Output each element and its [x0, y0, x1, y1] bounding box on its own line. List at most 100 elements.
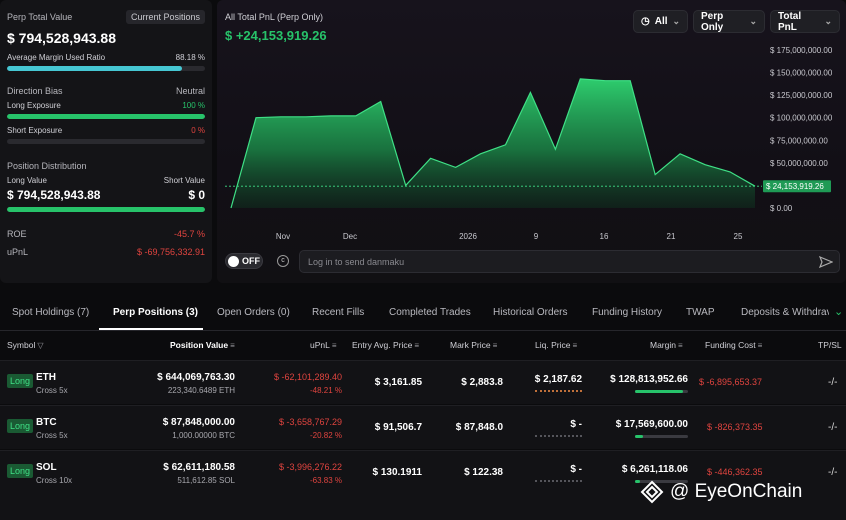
chevron-down-icon[interactable]: ⌄ — [834, 306, 844, 318]
roe-value: -45.7 % — [173, 229, 205, 239]
tab-historical-orders[interactable]: Historical Orders — [493, 307, 568, 318]
summary-panel: Perp Total Value Current Positions $ 794… — [0, 0, 212, 283]
send-icon[interactable] — [819, 256, 833, 268]
leverage-mode: Cross 10x — [36, 476, 73, 485]
long-exposure-fill — [7, 114, 205, 119]
symbol[interactable]: ETH — [36, 372, 56, 383]
col-mark-label: Mark Price — [450, 340, 491, 350]
sort-icon[interactable]: ≡ — [757, 341, 763, 350]
total-pnl-select[interactable]: Total PnL ⌄ — [770, 10, 840, 33]
upnl-value: $ -69,756,332.91 — [136, 247, 205, 257]
sort-icon[interactable]: ≡ — [414, 341, 419, 350]
long-value-label: Long Value — [7, 176, 47, 185]
sort-icon[interactable]: ≡ — [572, 341, 578, 350]
chevron-down-icon: ⌄ — [824, 16, 832, 26]
margin-gauge-fill — [635, 480, 641, 483]
avg-margin-fill — [7, 66, 182, 71]
tpsl[interactable]: -/- — [828, 467, 838, 478]
chart-pnl-value: $ +24,153,919.26 — [225, 28, 327, 43]
tab-recent-fills[interactable]: Recent Fills — [312, 307, 365, 318]
margin: $ 17,569,600.00 — [615, 419, 688, 430]
eyeonchain-logo-icon — [640, 480, 664, 504]
tab-twap[interactable]: TWAP — [686, 307, 715, 318]
danmaku-toggle[interactable]: OFF — [225, 253, 263, 269]
x-tick-label: 25 — [734, 232, 743, 241]
tpsl[interactable]: -/- — [828, 422, 838, 433]
tab-spot-holdings[interactable]: Spot Holdings (7) — [12, 307, 90, 318]
short-exposure-bar — [7, 139, 205, 144]
distribution-fill — [7, 207, 205, 212]
current-value-label-bg — [763, 180, 831, 193]
chart-title: All Total PnL (Perp Only) — [225, 12, 324, 22]
perp-only-select[interactable]: Perp Only ⌄ — [693, 10, 765, 33]
side-badge: Long — [7, 374, 34, 388]
y-tick-label: $ 100,000,000.00 — [770, 114, 833, 123]
symbol[interactable]: BTC — [36, 417, 57, 428]
mark-price: $ 87,848.0 — [455, 422, 503, 433]
table-row[interactable]: Long ETH Cross 5x $ 644,069,763.30 223,3… — [0, 360, 846, 404]
position-value: $ 62,611,180.58 — [163, 462, 235, 473]
danmaku-input[interactable]: Log in to send danmaku — [299, 250, 840, 273]
danmaku-settings-icon[interactable]: c — [277, 255, 289, 267]
entry-price: $ 3,161.85 — [374, 377, 422, 388]
positions-tabs: Spot Holdings (7) Perp Positions (3) Ope… — [0, 297, 846, 331]
direction-bias-label: Direction Bias — [7, 86, 63, 96]
upnl-percent: -63.83 % — [309, 476, 342, 485]
filter-icon[interactable]: ▽ — [37, 341, 44, 350]
tab-open-orders[interactable]: Open Orders (0) — [217, 307, 290, 318]
long-exposure-label: Long Exposure — [7, 101, 61, 110]
col-mark[interactable]: Mark Price ≡ — [450, 340, 497, 350]
col-liq-label: Liq. Price — [535, 340, 571, 350]
col-margin[interactable]: Margin ≡ — [650, 340, 683, 350]
short-exposure-label: Short Exposure — [7, 126, 63, 135]
tab-deposits-withdrawals[interactable]: Deposits & Withdrav — [741, 307, 829, 318]
col-symbol[interactable]: Symbol ▽ — [7, 340, 44, 350]
col-upnl[interactable]: uPnL ≡ — [310, 340, 337, 350]
sort-icon[interactable]: ≡ — [677, 341, 683, 350]
tab-perp-positions[interactable]: Perp Positions (3) — [113, 307, 199, 318]
y-tick-label: $ 125,000,000.00 — [770, 91, 833, 100]
tab-funding-history[interactable]: Funding History — [592, 307, 663, 318]
table-row[interactable]: Long BTC Cross 5x $ 87,848,000.00 1,000.… — [0, 405, 846, 449]
col-entry[interactable]: Entry Avg. Price ≡ — [352, 340, 419, 350]
col-funding[interactable]: Funding Cost ≡ — [705, 340, 762, 350]
x-tick-label: Dec — [343, 232, 357, 241]
danmaku-placeholder: Log in to send danmaku — [308, 257, 405, 267]
upnl-percent: -20.82 % — [309, 431, 342, 440]
sort-icon[interactable]: ≡ — [492, 341, 498, 350]
upnl: $ -3,996,276.22 — [278, 462, 342, 472]
liq-price: $ 2,187.62 — [534, 374, 582, 385]
current-value-label: $ 24,153,919.26 — [766, 182, 824, 191]
position-qty: 223,340.6489 ETH — [167, 386, 235, 395]
upnl: $ -62,101,289.40 — [273, 372, 342, 382]
y-tick-label: $ 75,000,000.00 — [770, 136, 828, 145]
tab-completed-trades[interactable]: Completed Trades — [389, 307, 471, 318]
active-tab-indicator — [99, 328, 203, 330]
sort-icon[interactable]: ≡ — [230, 341, 235, 350]
symbol[interactable]: SOL — [36, 462, 57, 473]
margin-gauge — [635, 435, 688, 438]
col-position-value[interactable]: Position Value ≡ — [170, 340, 235, 350]
mark-price: $ 122.38 — [464, 467, 503, 478]
tpsl[interactable]: -/- — [828, 377, 838, 388]
y-tick-label: $ 0.00 — [770, 204, 793, 213]
range-select[interactable]: ◷ All ⌄ — [633, 10, 688, 33]
position-distribution-label: Position Distribution — [7, 161, 87, 171]
roe-label: ROE — [7, 229, 27, 239]
margin-gauge — [635, 390, 688, 393]
long-exposure-bar — [7, 114, 205, 119]
table-row[interactable]: Long SOL Cross 10x $ 62,611,180.58 511,6… — [0, 450, 846, 520]
side-badge: Long — [7, 464, 34, 478]
perp-total-label: Perp Total Value — [7, 12, 73, 22]
leverage-mode: Cross 5x — [36, 431, 68, 440]
sort-icon[interactable]: ≡ — [331, 341, 337, 350]
pnl-chart: $ 175,000,000.00 $ 150,000,000.00 $ 125,00… — [225, 46, 833, 241]
leverage-mode: Cross 5x — [36, 386, 68, 395]
col-liq[interactable]: Liq. Price ≡ — [535, 340, 577, 350]
position-qty: 511,612.85 SOL — [177, 476, 235, 485]
current-positions-button[interactable]: Current Positions — [125, 10, 205, 24]
x-tick-label: 21 — [667, 232, 676, 241]
range-select-label: All — [654, 16, 668, 27]
clock-icon: ◷ — [641, 16, 650, 27]
margin-gauge — [635, 480, 688, 483]
